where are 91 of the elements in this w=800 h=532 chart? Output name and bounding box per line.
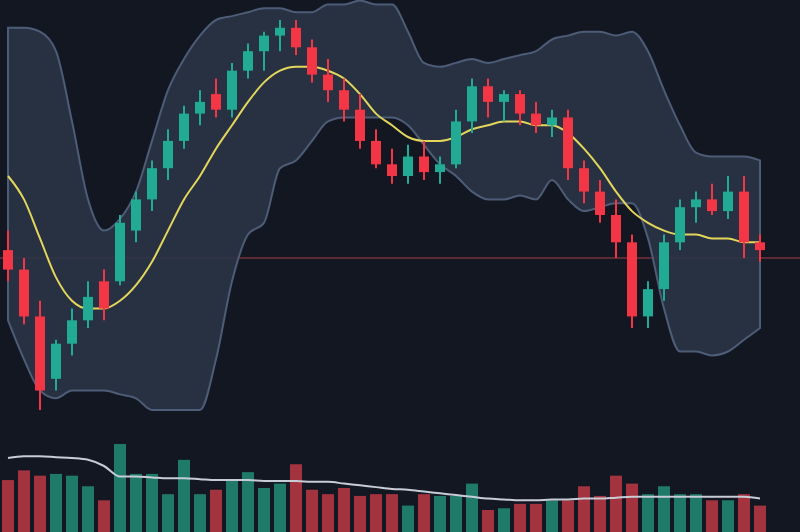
bar xyxy=(210,489,222,532)
bar xyxy=(562,500,574,532)
bar xyxy=(754,505,766,532)
candlestick xyxy=(147,159,157,213)
bar xyxy=(306,489,318,532)
bar xyxy=(98,500,110,532)
bar xyxy=(66,475,78,532)
candlestick xyxy=(355,93,365,150)
bar xyxy=(242,472,254,532)
bar xyxy=(530,503,542,532)
candlestick xyxy=(755,233,765,263)
candlestick xyxy=(51,338,61,392)
bar xyxy=(594,495,606,532)
bar xyxy=(34,475,46,532)
bar xyxy=(162,494,174,532)
candlestick xyxy=(3,229,13,283)
bar xyxy=(18,470,30,532)
bar xyxy=(226,480,238,532)
bar xyxy=(114,444,126,532)
candlestick xyxy=(275,19,285,53)
candlestick xyxy=(67,307,77,357)
bar xyxy=(658,486,670,532)
bar xyxy=(674,494,686,532)
bar xyxy=(50,473,62,532)
candlestick xyxy=(323,58,333,103)
candlestick xyxy=(451,108,461,170)
bar xyxy=(706,500,718,532)
bar xyxy=(322,494,334,532)
candlestick xyxy=(643,280,653,330)
candlestick xyxy=(595,178,605,224)
bar xyxy=(434,495,446,532)
bar xyxy=(578,486,590,532)
candlestick xyxy=(307,38,317,84)
bar xyxy=(514,503,526,532)
bar xyxy=(386,494,398,532)
candlestick xyxy=(403,143,413,185)
bar xyxy=(546,500,558,532)
bar xyxy=(626,483,638,532)
bar xyxy=(354,495,366,532)
candlestick xyxy=(707,182,717,216)
bar xyxy=(610,475,622,532)
bar xyxy=(722,500,734,532)
candlestick xyxy=(371,128,381,170)
bar xyxy=(2,480,14,532)
bar xyxy=(450,495,462,532)
candlestick xyxy=(259,30,269,72)
candlestick xyxy=(659,233,669,302)
candlestick xyxy=(339,77,349,123)
bar xyxy=(370,494,382,532)
candlestick xyxy=(579,159,589,205)
candlestick xyxy=(531,100,541,135)
candlestick xyxy=(419,139,429,181)
bar xyxy=(418,494,430,532)
bar xyxy=(690,494,702,532)
bar xyxy=(178,459,190,532)
bar xyxy=(642,494,654,532)
candlestick xyxy=(611,198,621,259)
bar xyxy=(402,505,414,532)
candlestick xyxy=(243,42,253,80)
bar xyxy=(82,486,94,532)
candlestick xyxy=(723,175,733,220)
candlestick xyxy=(291,19,301,57)
candlestick xyxy=(99,268,109,322)
candlestick xyxy=(499,89,509,123)
bar xyxy=(738,494,750,532)
candlestick xyxy=(675,198,685,252)
candlestick xyxy=(547,108,557,138)
candlestick xyxy=(179,104,189,150)
bar xyxy=(290,464,302,532)
candlestick xyxy=(387,147,397,185)
candlestick xyxy=(131,190,141,244)
candlestick xyxy=(483,77,493,119)
bar xyxy=(338,488,350,532)
candlestick xyxy=(211,77,221,119)
bar xyxy=(274,483,286,532)
candlestick xyxy=(83,280,93,330)
bar xyxy=(258,488,270,532)
candlestick xyxy=(467,77,477,135)
bar xyxy=(482,510,494,532)
bar xyxy=(130,473,142,532)
candlestick xyxy=(19,256,29,326)
candlestick xyxy=(163,128,173,181)
candlestick xyxy=(435,155,445,185)
candlestick xyxy=(195,89,205,127)
candlestick xyxy=(515,89,525,127)
bar xyxy=(498,508,510,532)
bar xyxy=(146,473,158,532)
bar xyxy=(466,483,478,532)
bar xyxy=(194,494,206,532)
candlestick xyxy=(227,61,237,119)
candlestick xyxy=(691,190,701,224)
